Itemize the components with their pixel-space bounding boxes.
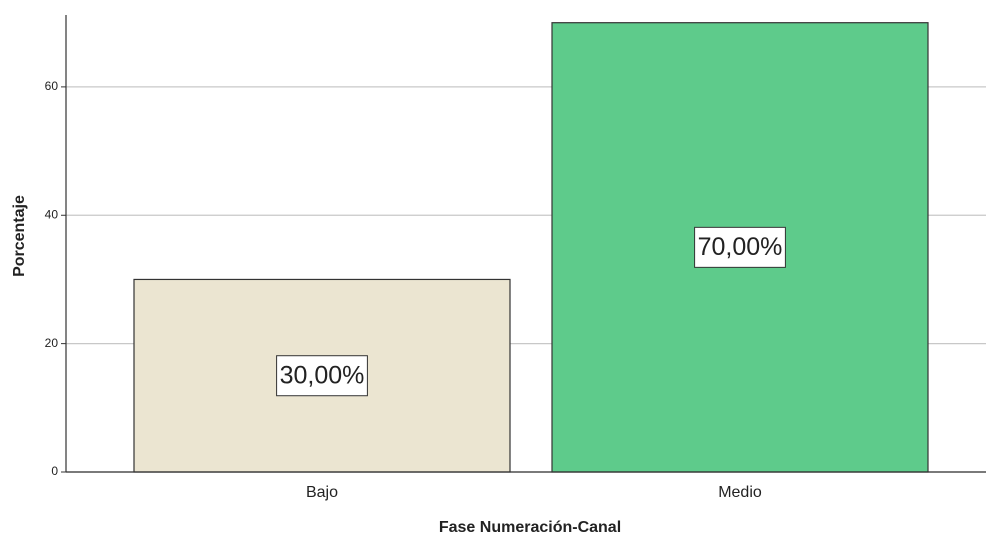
x-tick-label: Medio [718, 484, 762, 501]
x-tick-label: Bajo [306, 484, 338, 501]
value-label: 30,00% [280, 361, 365, 389]
value-label-box [694, 226, 786, 268]
y-axis-title: Porcentaje [11, 195, 28, 277]
y-tick-label: 60 [45, 79, 59, 93]
value-label: 70,00% [698, 233, 783, 261]
value-label-box [276, 355, 368, 397]
x-axis-title: Fase Numeración-Canal [439, 519, 621, 536]
y-tick-label: 0 [51, 464, 58, 478]
y-tick-label: 40 [45, 207, 59, 221]
y-tick-label: 20 [45, 336, 59, 350]
